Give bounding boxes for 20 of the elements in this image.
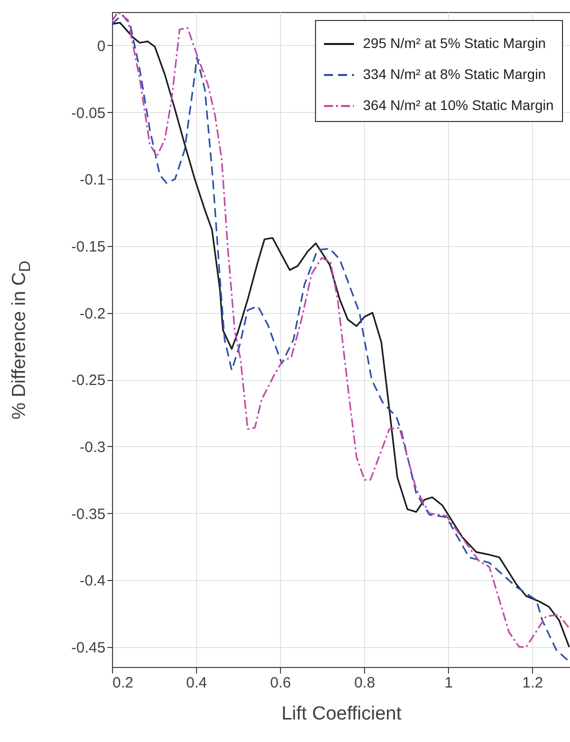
y-tick-label: -0.45 [71, 639, 106, 656]
x-tick-label: 1 [444, 674, 453, 692]
x-axis-title: Lift Coefficient [281, 704, 402, 724]
y-tick-label: -0.15 [71, 238, 106, 256]
y-tick-label: 0 [97, 38, 106, 55]
y-tick-label: -0.4 [80, 572, 106, 590]
y-tick-label: -0.25 [71, 372, 106, 390]
x-tick-label: 1.2 [522, 674, 544, 692]
y-tick-label: -0.2 [80, 305, 106, 322]
y-tick-label: -0.3 [80, 438, 106, 456]
y-tick-label: -0.05 [71, 104, 106, 122]
legend-label: 364 N/m² at 10% Static Margin [363, 97, 554, 113]
x-tick-label: 0.2 [112, 674, 134, 692]
x-tick-label: 0.8 [354, 674, 376, 692]
y-tick-label: -0.1 [80, 172, 106, 189]
legend-label: 295 N/m² at 5% Static Margin [363, 35, 546, 51]
x-tick-label: 0.4 [186, 674, 207, 692]
x-tick-label: 0.6 [270, 674, 292, 692]
legend-label: 334 N/m² at 8% Static Margin [363, 66, 546, 82]
y-tick-label: -0.35 [71, 506, 106, 523]
